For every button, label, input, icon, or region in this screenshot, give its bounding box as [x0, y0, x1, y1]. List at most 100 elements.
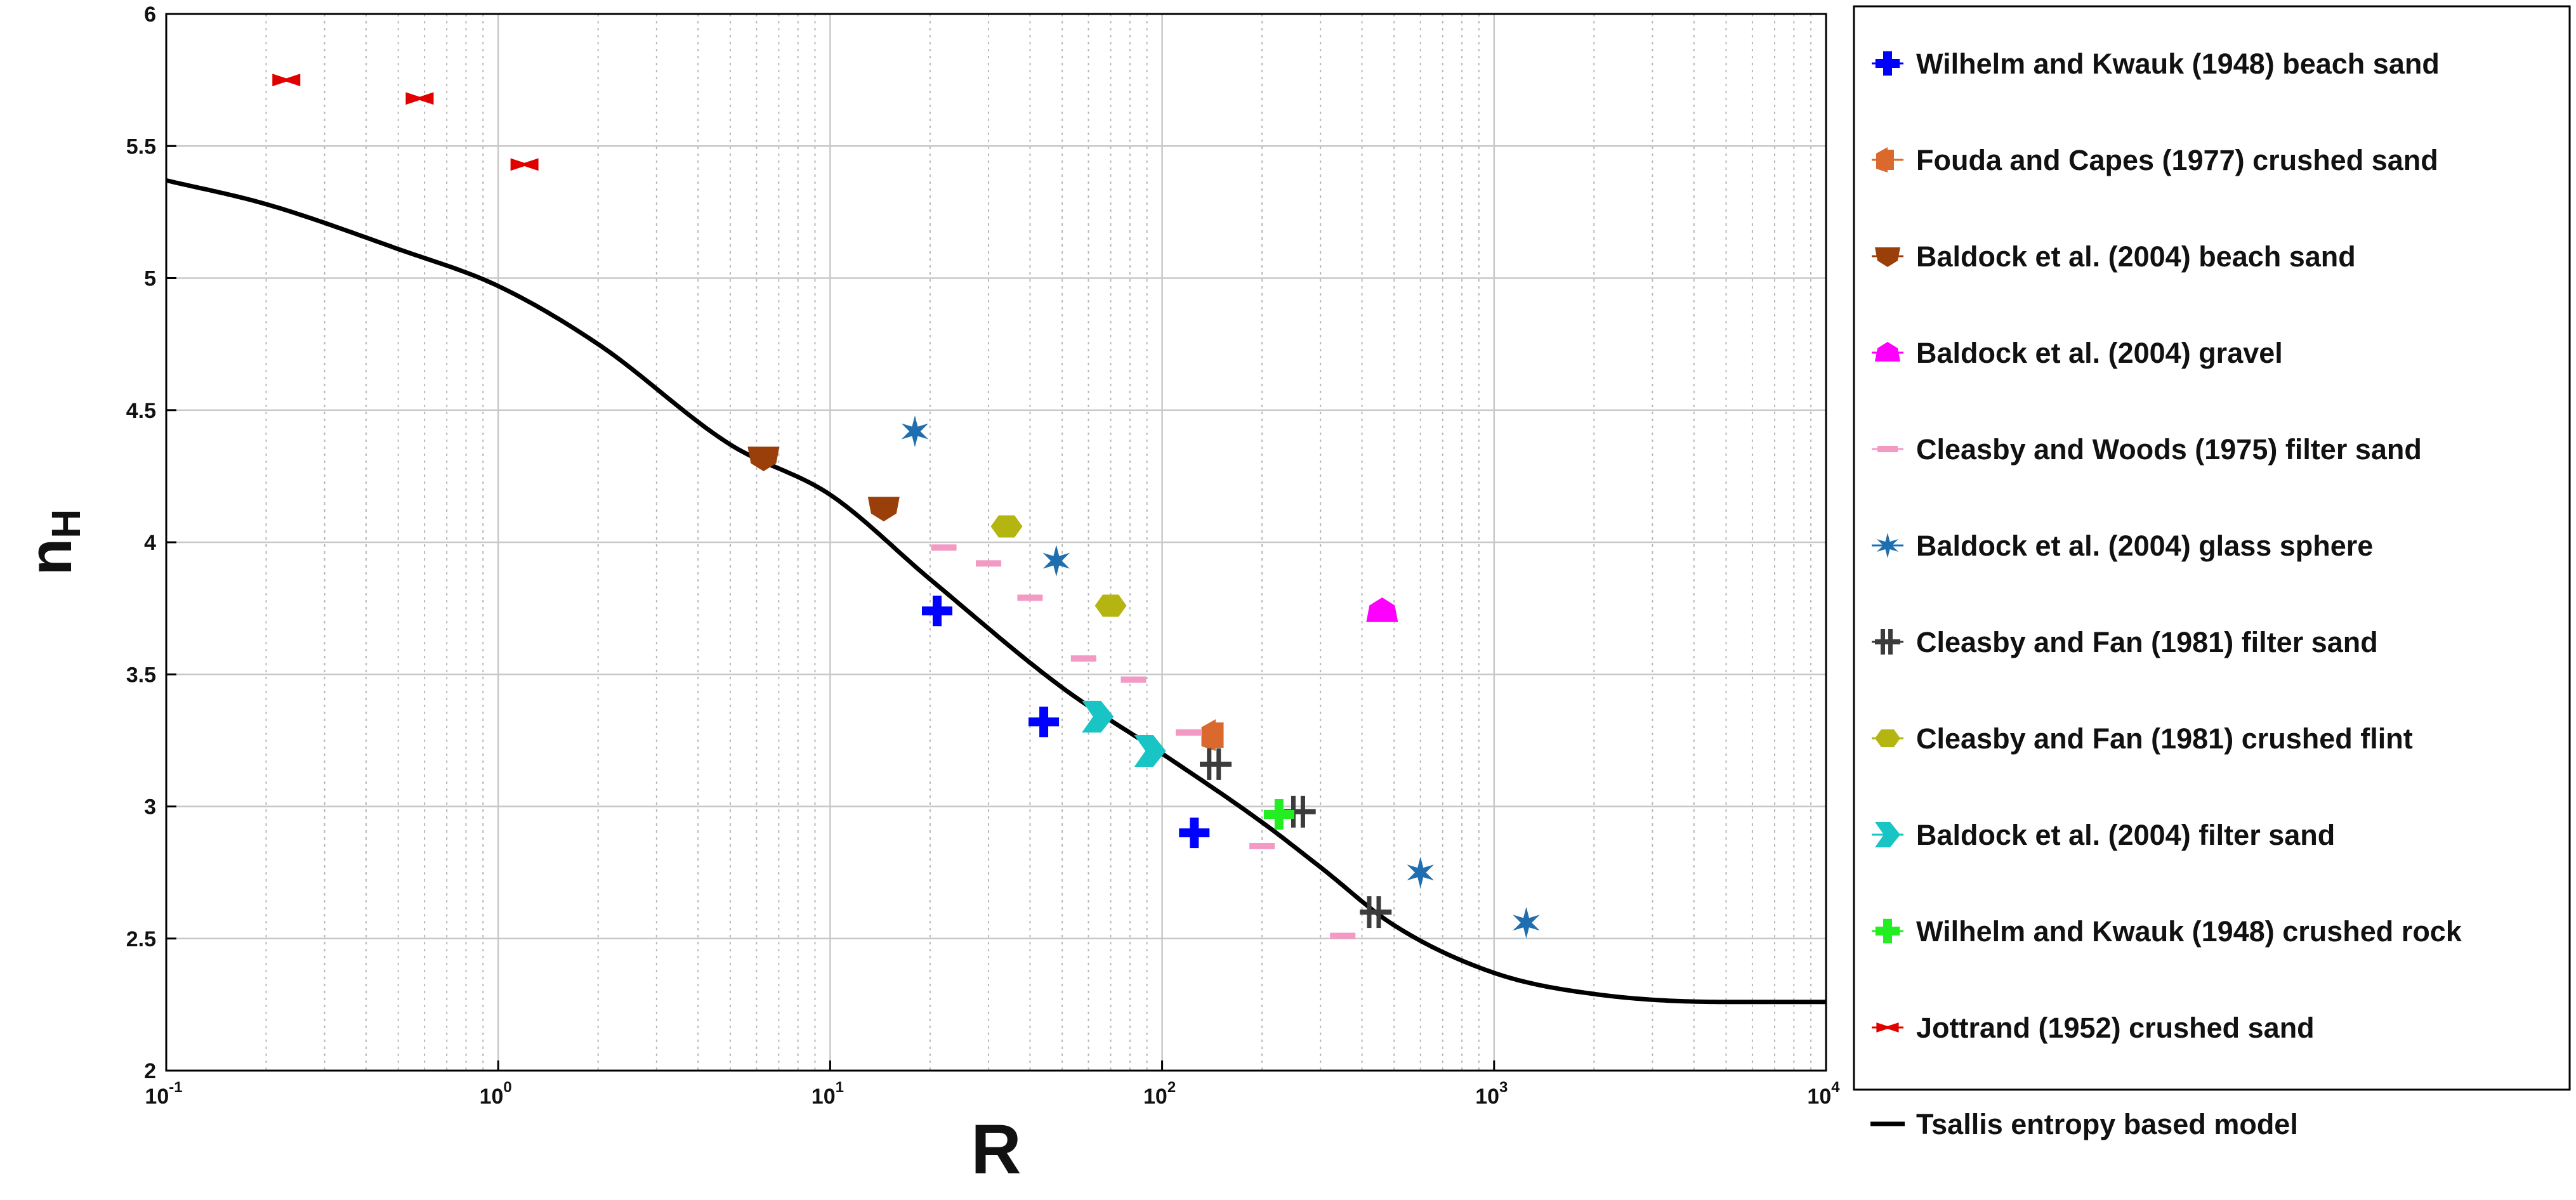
marker-shape	[1875, 51, 1900, 76]
legend-label: Wilhelm and Kwauk (1948) crushed rock	[1916, 915, 2462, 948]
marker-shape	[1875, 729, 1900, 747]
data-point-series-11	[272, 74, 301, 87]
data-point-series-9	[1134, 735, 1166, 767]
data-point-series-8	[990, 515, 1023, 538]
marker-shape	[1176, 729, 1202, 736]
model-curve-layer	[166, 178, 1826, 1005]
marker-shape	[990, 515, 1023, 538]
data-point-series-10	[1263, 799, 1294, 830]
marker-shape	[1082, 700, 1114, 733]
legend-marker	[1875, 51, 1900, 76]
x-tick-exponent: 3	[1499, 1079, 1508, 1096]
marker-shape	[1200, 761, 1232, 767]
data-point-series-2	[1201, 719, 1224, 752]
data-point-series-6	[901, 415, 929, 448]
marker-shape	[747, 447, 780, 471]
y-axis-title: nH	[16, 509, 89, 576]
legend-label: Baldock et al. (2004) beach sand	[1916, 240, 2356, 273]
marker-shape	[1876, 1022, 1899, 1033]
x-tick-label: 10-1	[145, 1079, 182, 1109]
data-point-series-11	[510, 158, 539, 171]
marker-shape	[1120, 676, 1147, 683]
marker-shape	[931, 544, 957, 551]
x-tick-label: 103	[1475, 1079, 1508, 1109]
legend-marker	[1877, 533, 1898, 558]
data-point-series-1	[1028, 707, 1060, 738]
legend-label: Cleasby and Fan (1981) crushed flint	[1916, 722, 2413, 755]
data-point-series-6	[1042, 545, 1070, 577]
y-tick-label: 2	[144, 1059, 156, 1083]
x-tick-base: 10	[145, 1085, 169, 1109]
data-point-series-7	[1200, 748, 1232, 780]
x-tick-label: 101	[812, 1079, 844, 1109]
marker-shape	[1407, 856, 1434, 889]
data-point-series-9	[1082, 700, 1114, 733]
marker-shape	[867, 497, 900, 522]
y-axis-title-subscript: H	[43, 509, 89, 538]
y-tick-label: 3.5	[126, 663, 156, 687]
x-tick-base: 10	[1143, 1085, 1167, 1109]
marker-shape	[1249, 842, 1275, 849]
data-point-series-6	[1407, 856, 1434, 889]
x-tick-base: 10	[1807, 1085, 1831, 1109]
x-tick-exponent: 0	[503, 1079, 511, 1096]
marker-shape	[1134, 735, 1166, 767]
legend-item: Cleasby and Fan (1981) filter sand	[1872, 626, 2378, 658]
x-tick-label: 102	[1143, 1079, 1176, 1109]
legend-label: Fouda and Capes (1977) crushed sand	[1916, 144, 2438, 176]
data-point-series-4	[1366, 597, 1398, 622]
x-tick-base: 10	[1475, 1085, 1499, 1109]
grid-lines	[166, 14, 1826, 1071]
marker-shape	[901, 415, 929, 448]
data-point-series-5	[1249, 842, 1275, 849]
data-point-series-11	[405, 92, 434, 105]
data-points-layer	[272, 74, 1540, 939]
y-tick-label: 4.5	[126, 399, 156, 423]
x-tick-base: 10	[480, 1085, 504, 1109]
legend-marker	[1875, 629, 1900, 655]
data-point-series-1	[921, 596, 952, 627]
data-point-series-3	[867, 497, 900, 522]
y-tick-label: 5	[144, 267, 156, 291]
legend-label: Baldock et al. (2004) gravel	[1916, 337, 2283, 369]
marker-shape	[1875, 342, 1900, 362]
marker-shape	[1360, 910, 1392, 915]
marker-shape	[1875, 822, 1900, 847]
marker-shape	[510, 158, 539, 171]
marker-shape	[1201, 719, 1216, 752]
marker-shape	[1877, 446, 1898, 452]
marker-shape	[1876, 147, 1888, 173]
legend-item: Baldock et al. (2004) filter sand	[1872, 819, 2335, 851]
marker-shape	[976, 560, 1002, 567]
x-tick-exponent: -1	[169, 1079, 182, 1096]
marker-shape	[1216, 722, 1224, 748]
data-point-series-5	[1017, 594, 1043, 601]
x-tick-label: 100	[480, 1079, 512, 1109]
marker-shape	[1330, 932, 1356, 939]
marker-shape	[1179, 818, 1210, 849]
model-curve	[166, 178, 1826, 1005]
marker-shape	[1875, 247, 1900, 267]
legend-marker	[1875, 342, 1900, 362]
legend-item: Tsallis entropy based model	[1870, 1108, 2298, 1140]
legend-marker	[1875, 822, 1900, 847]
data-point-series-5	[1120, 676, 1147, 683]
legend-marker	[1875, 918, 1900, 944]
legend-item: Wilhelm and Kwauk (1948) beach sand	[1872, 48, 2440, 80]
legend-item: Baldock et al. (2004) gravel	[1872, 337, 2283, 369]
x-tick-label: 104	[1807, 1079, 1840, 1109]
legend-label: Cleasby and Fan (1981) filter sand	[1916, 626, 2378, 658]
data-point-series-8	[1094, 594, 1127, 617]
marker-shape	[1875, 639, 1900, 644]
legend-label: Cleasby and Woods (1975) filter sand	[1916, 433, 2422, 466]
legend-marker	[1877, 446, 1898, 452]
x-tick-exponent: 1	[836, 1079, 844, 1096]
marker-shape	[1888, 150, 1894, 170]
marker-shape	[1070, 655, 1096, 662]
y-tick-label: 2.5	[126, 927, 156, 951]
legend-marker	[1876, 147, 1894, 173]
legend-item: Baldock et al. (2004) beach sand	[1872, 240, 2356, 273]
legend-item: Cleasby and Woods (1975) filter sand	[1872, 433, 2422, 466]
